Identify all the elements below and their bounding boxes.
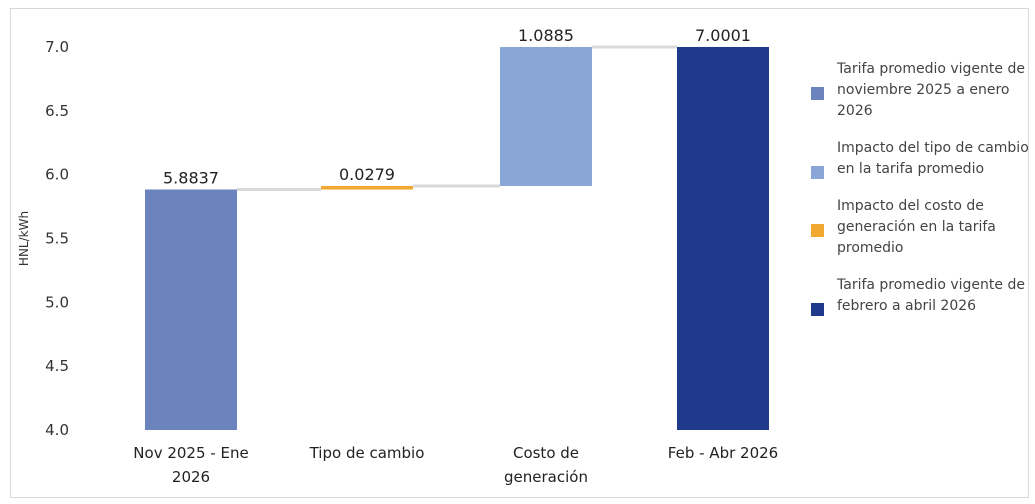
data-label: 7.0001	[695, 26, 751, 45]
category-label: Costo de generación	[504, 444, 588, 486]
category-label-line: Nov 2025 - Ene	[133, 444, 248, 462]
bar-2	[500, 46, 592, 186]
bar-0	[145, 189, 237, 430]
y-axis-title: HNL/kWh	[17, 211, 31, 266]
y-tick-label: 5.0	[45, 293, 69, 311]
category-label: Nov 2025 - Ene 2026	[133, 444, 248, 486]
legend-swatch	[811, 87, 824, 100]
legend-swatch	[811, 166, 824, 179]
y-tick-label: 7.0	[45, 38, 69, 56]
waterfall-chart: 4.0 4.5 5.0 5.5 6.0 6.5 7.0 HNL/kWh 5.8837 0.0279…	[17, 26, 778, 486]
bar-3	[677, 46, 769, 430]
bar-1	[321, 185, 413, 190]
data-label: 5.8837	[163, 169, 219, 188]
legend-item: Tarifa promedio vigente de febrero a abr…	[811, 275, 1035, 317]
legend-label: Impacto del tipo de cambio en la tarifa …	[837, 140, 1029, 177]
category-label-line: Costo de	[513, 444, 579, 462]
category-label: Tipo de cambio	[309, 444, 425, 462]
y-tick-label: 4.5	[45, 357, 69, 375]
legend-item: Impacto del tipo de cambio en la tarifa …	[811, 138, 1035, 180]
category-label-line: generación	[504, 468, 588, 486]
legend-label: Impacto del costo de generación en la ta…	[837, 198, 996, 256]
data-label: 0.0279	[339, 165, 395, 184]
category-label-line: 2026	[172, 468, 210, 486]
legend-label: Tarifa promedio vigente de febrero a abr…	[837, 277, 1025, 314]
legend-label: Tarifa promedio vigente de noviembre 202…	[837, 61, 1025, 119]
category-label-line: Tipo de cambio	[309, 444, 425, 462]
legend-item: Impacto del costo de generación en la ta…	[811, 196, 1035, 259]
legend-swatch	[811, 224, 824, 237]
chart-frame: 4.0 4.5 5.0 5.5 6.0 6.5 7.0 HNL/kWh 5.8837 0.0279…	[10, 8, 1029, 498]
chart-legend: Tarifa promedio vigente de noviembre 202…	[811, 59, 1035, 333]
category-label-line: Feb - Abr 2026	[668, 444, 778, 462]
data-label: 1.0885	[518, 26, 574, 45]
legend-swatch	[811, 303, 824, 316]
y-tick-label: 5.5	[45, 230, 69, 248]
y-tick-label: 6.5	[45, 102, 69, 120]
y-tick-label: 6.0	[45, 166, 69, 184]
category-label: Feb - Abr 2026	[668, 444, 778, 462]
legend-item: Tarifa promedio vigente de noviembre 202…	[811, 59, 1035, 122]
y-tick-label: 4.0	[45, 421, 69, 439]
